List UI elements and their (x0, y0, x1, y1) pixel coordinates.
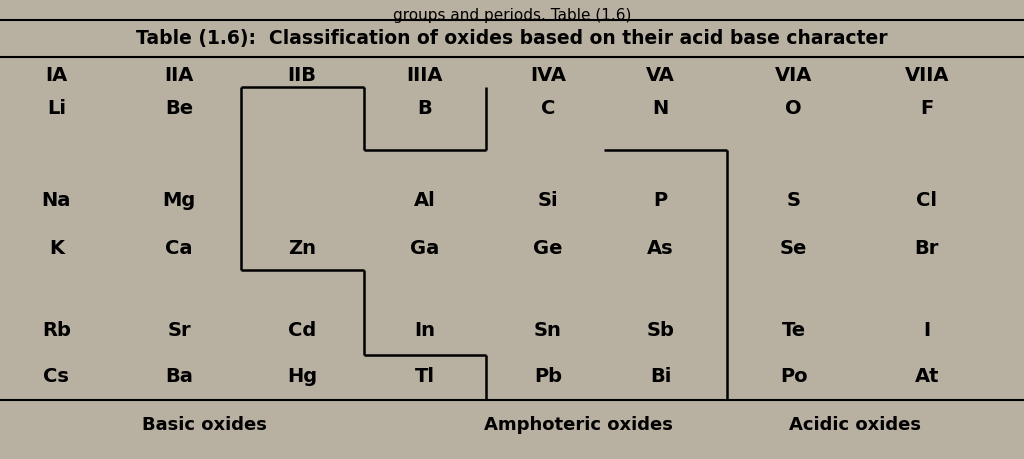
Text: VIIA: VIIA (904, 66, 949, 84)
Text: groups and periods. Table (1.6): groups and periods. Table (1.6) (393, 8, 631, 23)
Text: IIIA: IIIA (407, 66, 443, 84)
Text: IA: IA (45, 66, 68, 84)
Text: Br: Br (914, 239, 939, 257)
Text: Ge: Ge (534, 239, 562, 257)
Text: IIB: IIB (288, 66, 316, 84)
Text: Rb: Rb (42, 320, 71, 340)
Text: K: K (49, 239, 63, 257)
Text: Ga: Ga (411, 239, 439, 257)
Text: Mg: Mg (163, 190, 196, 209)
Text: Tl: Tl (415, 366, 435, 386)
Text: IIA: IIA (165, 66, 194, 84)
Text: B: B (418, 99, 432, 118)
Text: Cl: Cl (916, 190, 937, 209)
Text: Al: Al (414, 190, 436, 209)
Text: Zn: Zn (288, 239, 316, 257)
Text: Sr: Sr (167, 320, 191, 340)
Text: Po: Po (780, 366, 807, 386)
Text: Pb: Pb (534, 366, 562, 386)
Text: Se: Se (780, 239, 807, 257)
Text: Hg: Hg (287, 366, 317, 386)
Text: Si: Si (538, 190, 558, 209)
Text: IVA: IVA (529, 66, 566, 84)
Text: Amphoteric oxides: Amphoteric oxides (484, 416, 673, 434)
Text: VIA: VIA (775, 66, 812, 84)
Text: Cd: Cd (288, 320, 316, 340)
Text: Sn: Sn (534, 320, 562, 340)
Text: P: P (653, 190, 668, 209)
Text: Ba: Ba (165, 366, 194, 386)
Text: Sb: Sb (646, 320, 675, 340)
Text: Acidic oxides: Acidic oxides (790, 416, 921, 434)
Text: S: S (786, 190, 801, 209)
Text: VA: VA (646, 66, 675, 84)
Text: F: F (921, 99, 933, 118)
Text: Ca: Ca (166, 239, 193, 257)
Text: At: At (914, 366, 939, 386)
Text: Be: Be (165, 99, 194, 118)
Text: Table (1.6):  Classification of oxides based on their acid base character: Table (1.6): Classification of oxides ba… (136, 28, 888, 47)
Text: In: In (415, 320, 435, 340)
Text: C: C (541, 99, 555, 118)
Text: I: I (924, 320, 930, 340)
Text: Basic oxides: Basic oxides (142, 416, 267, 434)
Text: Cs: Cs (43, 366, 70, 386)
Text: Bi: Bi (650, 366, 671, 386)
Text: Na: Na (42, 190, 71, 209)
Text: N: N (652, 99, 669, 118)
Text: O: O (785, 99, 802, 118)
Text: As: As (647, 239, 674, 257)
Text: Li: Li (47, 99, 66, 118)
Text: Te: Te (781, 320, 806, 340)
